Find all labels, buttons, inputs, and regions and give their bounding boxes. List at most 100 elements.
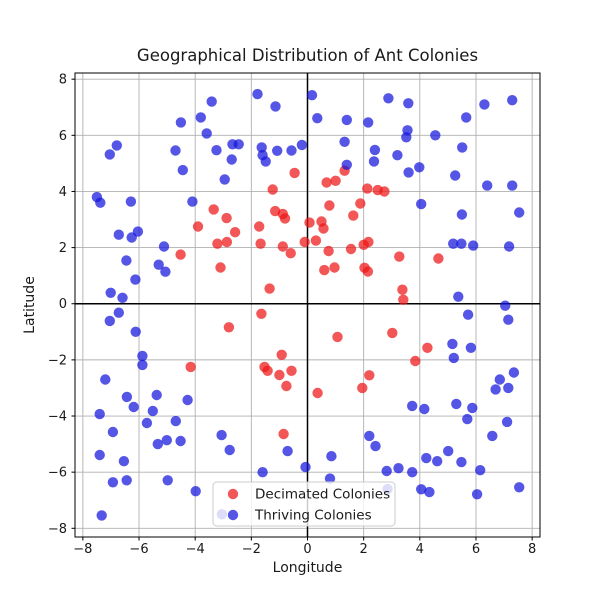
scatter-point [256, 142, 267, 153]
scatter-point [401, 132, 412, 143]
scatter-point [403, 98, 414, 109]
scatter-point [226, 154, 237, 165]
scatter-point [175, 435, 186, 447]
y-tick-label: −4 [48, 410, 67, 425]
scatter-point [456, 209, 468, 220]
scatter-point [113, 307, 125, 318]
scatter-point [323, 245, 334, 257]
scatter-point [447, 338, 458, 350]
scatter-point [312, 387, 323, 399]
scatter-point [252, 88, 263, 100]
scatter-points [91, 88, 525, 521]
scatter-point [281, 380, 292, 392]
scatter-point [141, 417, 153, 429]
scatter-point [416, 484, 427, 495]
scatter-point [369, 144, 381, 156]
scatter-point [117, 292, 128, 303]
scatter-point [104, 315, 116, 327]
scatter-point [264, 283, 275, 294]
scatter-point [468, 240, 479, 251]
x-tick-label: 8 [528, 542, 536, 557]
scatter-point [487, 430, 498, 442]
chart-title: Geographical Distribution of Ant Colonie… [137, 46, 478, 65]
scatter-point [137, 359, 148, 371]
scatter-point [254, 221, 265, 232]
scatter-point [175, 249, 186, 260]
scatter-point [267, 184, 278, 195]
scatter-point [421, 452, 432, 464]
scatter-point [321, 177, 332, 188]
scatter-point [422, 342, 433, 353]
scatter-point [503, 241, 515, 252]
scatter-point [430, 130, 441, 141]
scatter-point [456, 456, 467, 468]
x-tick-label: 0 [303, 542, 311, 557]
scatter-point [508, 367, 520, 378]
x-tick-label: −4 [186, 542, 205, 557]
scatter-point [387, 327, 398, 339]
scatter-point [289, 167, 300, 179]
scatter-point [490, 384, 501, 395]
scatter-point [363, 117, 374, 128]
scatter-point [285, 248, 296, 259]
scatter-point [221, 212, 232, 224]
legend-marker-thriving-icon [227, 509, 239, 521]
scatter-point [443, 445, 454, 457]
scatter-point [219, 174, 230, 185]
scatter-point [170, 145, 181, 156]
scatter-point [500, 300, 511, 311]
scatter-point [433, 253, 444, 264]
x-tick-label: −6 [129, 542, 148, 557]
scatter-point [224, 444, 235, 456]
scatter-point [341, 114, 352, 126]
scatter-point [339, 136, 350, 147]
scatter-point [363, 236, 374, 248]
scatter-point [507, 95, 518, 106]
scatter-point [121, 475, 132, 486]
scatter-point [152, 438, 163, 450]
scatter-point [96, 510, 107, 521]
scatter-point [312, 113, 323, 124]
scatter-point [465, 342, 477, 353]
x-tick-label: 4 [416, 542, 424, 557]
scatter-point [432, 456, 443, 467]
scatter-point [195, 112, 206, 123]
scatter-point [332, 331, 343, 343]
scatter-point [456, 238, 467, 249]
scatter-point [310, 235, 322, 246]
scatter-point [326, 451, 337, 462]
scatter-point [95, 197, 106, 208]
scatter-point [215, 262, 226, 273]
scatter-point [410, 355, 421, 367]
legend-label-thriving: Thriving Colonies [254, 508, 372, 524]
y-tick-label: 6 [59, 129, 67, 144]
scatter-point [451, 398, 462, 410]
scatter-point [274, 369, 285, 381]
scatter-point [177, 164, 188, 176]
scatter-point [364, 430, 375, 442]
scatter-point [170, 415, 181, 427]
series-0 [175, 165, 444, 440]
scatter-point [304, 217, 315, 228]
scatter-point [279, 213, 291, 224]
scatter-point [424, 486, 435, 498]
scatter-point [448, 238, 459, 249]
scatter-point [206, 96, 217, 107]
scatter-point [403, 167, 414, 178]
scatter-point [118, 456, 130, 467]
scatter-point [160, 266, 171, 277]
scatter-point [379, 186, 390, 197]
scatter-point [324, 473, 336, 484]
scatter-point [107, 477, 119, 488]
scatter-point [398, 294, 409, 305]
scatter-point [471, 489, 483, 500]
scatter-point [370, 440, 381, 452]
scatter-point [482, 180, 493, 191]
scatter-point [260, 156, 271, 167]
scatter-point [132, 226, 144, 237]
y-tick-label: −8 [48, 522, 67, 537]
legend-box [212, 481, 396, 527]
x-tick-label: 6 [472, 542, 480, 557]
scatter-point [300, 461, 311, 473]
x-tick-label: 2 [360, 542, 368, 557]
